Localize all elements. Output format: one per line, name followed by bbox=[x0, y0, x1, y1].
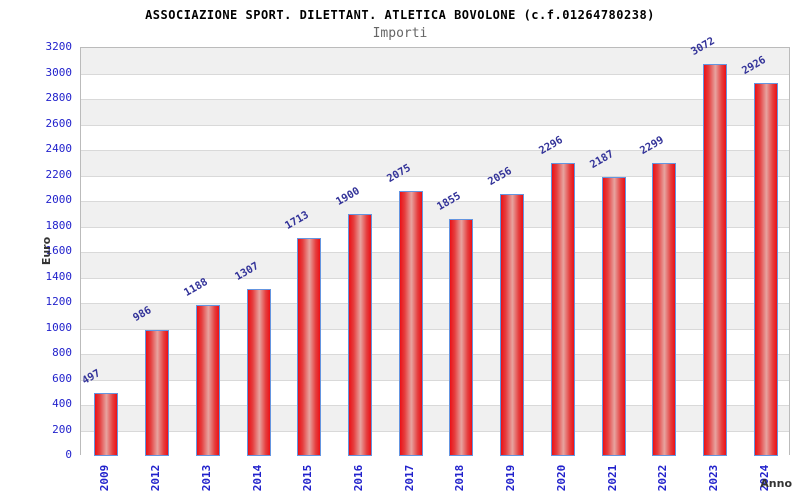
chart-subtitle: Importi bbox=[372, 26, 428, 41]
background-band-gray bbox=[81, 405, 789, 431]
y-axis-title: Euro bbox=[40, 236, 53, 266]
x-tick-label-2009: 2009 bbox=[98, 464, 112, 492]
x-tick-label-2013: 2013 bbox=[199, 464, 213, 492]
bar-2012 bbox=[145, 330, 170, 456]
x-tick-label-2017: 2017 bbox=[402, 464, 416, 492]
x-tick-label-2014: 2014 bbox=[250, 464, 264, 492]
background-band-white bbox=[81, 124, 789, 150]
background-band-gray bbox=[81, 99, 789, 125]
x-tick-label-2022: 2022 bbox=[656, 464, 670, 492]
background-band-white bbox=[81, 379, 789, 405]
bar-2024 bbox=[753, 82, 778, 456]
background-band-white bbox=[81, 175, 789, 201]
y-tick-label: 1600 bbox=[45, 244, 73, 257]
y-tick-label: 1400 bbox=[45, 269, 73, 283]
x-tick-label-2018: 2018 bbox=[453, 464, 467, 492]
background-band-white bbox=[81, 226, 789, 252]
chart-title: ASSOCIAZIONE SPORT. DILETTANT. ATLETICA … bbox=[145, 8, 655, 22]
y-tick-label: 3000 bbox=[45, 65, 73, 79]
y-tick-label: 1200 bbox=[45, 295, 73, 308]
background-band-gray bbox=[81, 48, 789, 74]
x-axis-title: Anno bbox=[760, 477, 792, 490]
x-tick-label-2020: 2020 bbox=[554, 464, 568, 492]
bar-2015 bbox=[297, 237, 322, 456]
bar-2018 bbox=[449, 219, 474, 456]
background-band-gray bbox=[81, 303, 789, 329]
background-band-gray bbox=[81, 252, 789, 278]
bar-2017 bbox=[398, 191, 423, 456]
x-tick-label-2012: 2012 bbox=[149, 464, 163, 492]
x-tick-label-2019: 2019 bbox=[504, 464, 518, 492]
bar-2009 bbox=[94, 392, 119, 456]
bar-2016 bbox=[347, 213, 372, 456]
y-tick-label: 3200 bbox=[45, 40, 73, 53]
bar-2014 bbox=[246, 289, 271, 456]
y-tick-label: 2800 bbox=[45, 91, 73, 104]
background-band-gray bbox=[81, 150, 789, 176]
x-tick-label-2016: 2016 bbox=[351, 464, 365, 492]
y-tick-label: 1000 bbox=[45, 320, 73, 334]
background-band-gray bbox=[81, 354, 789, 380]
y-tick-label: 2600 bbox=[45, 116, 73, 130]
y-tick-label: 2400 bbox=[45, 142, 73, 155]
bar-2021 bbox=[601, 177, 626, 456]
y-tick-label: 800 bbox=[52, 346, 72, 359]
bar-2019 bbox=[500, 193, 525, 456]
y-tick-label: 2200 bbox=[45, 167, 73, 181]
x-tick-label-2015: 2015 bbox=[301, 464, 315, 492]
background-band-white bbox=[81, 73, 789, 99]
y-tick-label: 1800 bbox=[45, 218, 73, 232]
y-tick-label: 2000 bbox=[45, 193, 73, 206]
bar-2022 bbox=[652, 162, 677, 456]
background-band-gray bbox=[81, 201, 789, 227]
bar-2013 bbox=[195, 304, 220, 456]
plot-area: 497 986 1188 1307 1713 1900 2075 1855 2056 2296 21… bbox=[80, 35, 790, 456]
y-tick-label: 400 bbox=[52, 397, 72, 410]
y-tick-label: 600 bbox=[52, 371, 72, 385]
y-tick-label: 200 bbox=[52, 422, 72, 436]
x-tick-label-2023: 2023 bbox=[706, 464, 720, 492]
background-band-white bbox=[81, 328, 789, 354]
background-band-white bbox=[81, 430, 789, 456]
y-tick-label: 0 bbox=[65, 448, 72, 461]
bar-2020 bbox=[550, 163, 575, 456]
bar-2023 bbox=[702, 64, 727, 456]
x-tick-label-2021: 2021 bbox=[605, 464, 619, 492]
